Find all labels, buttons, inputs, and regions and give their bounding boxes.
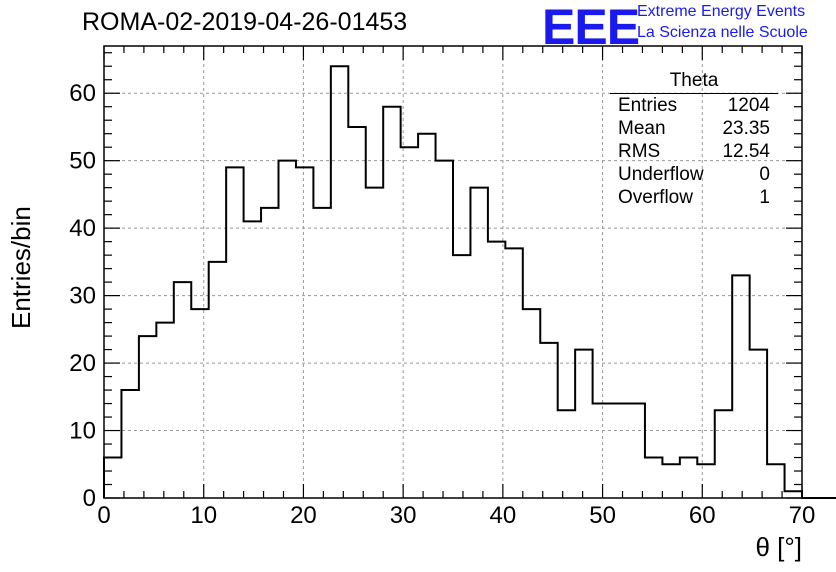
histogram-bin — [540, 343, 557, 498]
histogram-bin — [401, 147, 418, 498]
histogram-bin — [418, 134, 435, 498]
logo-subtitle-1: Extreme Energy Events — [637, 3, 806, 20]
y-tick-label: 60 — [69, 80, 96, 107]
logo-subtitle-2: La Scienza nelle Scuole — [637, 24, 808, 41]
histogram-bin — [156, 323, 173, 498]
stat-row-mean: Mean 23.35 — [610, 118, 778, 141]
histogram-bin — [174, 282, 191, 498]
histogram-bin — [453, 255, 470, 498]
histogram-bin — [348, 127, 365, 498]
stat-label: RMS — [618, 141, 661, 162]
stat-value: 23.35 — [722, 118, 770, 139]
histogram-bin — [261, 208, 278, 498]
x-tick-label: 60 — [689, 502, 716, 529]
chart-title: ROMA-02-2019-04-26-01453 — [82, 8, 408, 36]
histogram-bin — [279, 161, 296, 498]
y-tick-label: 10 — [69, 418, 96, 445]
histogram-bin — [104, 458, 121, 498]
histogram-bin — [470, 188, 487, 498]
x-tick-label: 20 — [290, 502, 317, 529]
histogram-bin — [191, 309, 208, 498]
histogram-bin — [575, 350, 592, 498]
histogram-bin — [732, 275, 749, 498]
histogram-bin — [645, 458, 662, 498]
histogram-bin — [785, 491, 802, 498]
stat-value: 1 — [759, 187, 770, 208]
y-tick-label: 0 — [83, 485, 96, 512]
stat-value: 0 — [759, 164, 770, 185]
stat-label: Entries — [618, 95, 678, 116]
histogram-bin — [296, 167, 313, 498]
stat-row-entries: Entries 1204 — [610, 95, 778, 118]
histogram-bin — [610, 404, 627, 498]
stats-box: Theta Entries 1204 Mean 23.35 RMS 12.54 … — [610, 70, 778, 210]
histogram-bin — [139, 336, 156, 498]
stat-row-rms: RMS 12.54 — [610, 141, 778, 164]
histogram-bin — [226, 167, 243, 498]
x-tick-label: 0 — [97, 502, 110, 529]
histogram-bin — [715, 410, 732, 498]
stat-row-overflow: Overflow 1 — [610, 187, 778, 210]
histogram-bin — [750, 350, 767, 498]
histogram-outline — [103, 65, 836, 499]
histogram-bin — [244, 221, 261, 498]
histogram-bin — [121, 390, 138, 498]
stat-label: Mean — [618, 118, 666, 139]
histogram-bin — [366, 188, 383, 498]
y-axis-label: Entries/bin — [6, 206, 36, 329]
y-tick-label: 20 — [69, 350, 96, 377]
histogram-bin — [523, 309, 540, 498]
x-tick-label: 40 — [490, 502, 517, 529]
histogram-bin — [383, 107, 400, 498]
histogram-bin — [662, 464, 679, 498]
y-tick-label: 40 — [69, 215, 96, 242]
stat-label: Underflow — [618, 164, 704, 185]
histogram-bin — [558, 410, 575, 498]
y-tick-label: 30 — [69, 283, 96, 310]
x-tick-label: 30 — [390, 502, 417, 529]
histogram-bin — [331, 66, 348, 498]
eee-logo: EEE — [542, 0, 640, 55]
histogram-bin — [209, 262, 226, 498]
y-tick-label: 50 — [69, 148, 96, 175]
histogram-bin — [488, 242, 505, 498]
histogram-bin — [436, 161, 453, 498]
histogram-bin — [628, 404, 645, 498]
stat-label: Overflow — [618, 187, 693, 208]
x-axis-label: θ [°] — [755, 532, 802, 562]
histogram-bin — [505, 248, 522, 498]
stats-title: Theta — [610, 70, 778, 94]
stat-row-underflow: Underflow 0 — [610, 164, 778, 187]
histogram-bin — [697, 464, 714, 498]
x-tick-label: 70 — [789, 502, 816, 529]
plot-frame — [103, 45, 803, 499]
histogram-bin — [313, 208, 330, 498]
x-tick-label: 50 — [589, 502, 616, 529]
stat-value: 1204 — [727, 95, 770, 116]
histogram-bin — [593, 404, 610, 498]
x-tick-label: 10 — [190, 502, 217, 529]
stat-value: 12.54 — [722, 141, 770, 162]
